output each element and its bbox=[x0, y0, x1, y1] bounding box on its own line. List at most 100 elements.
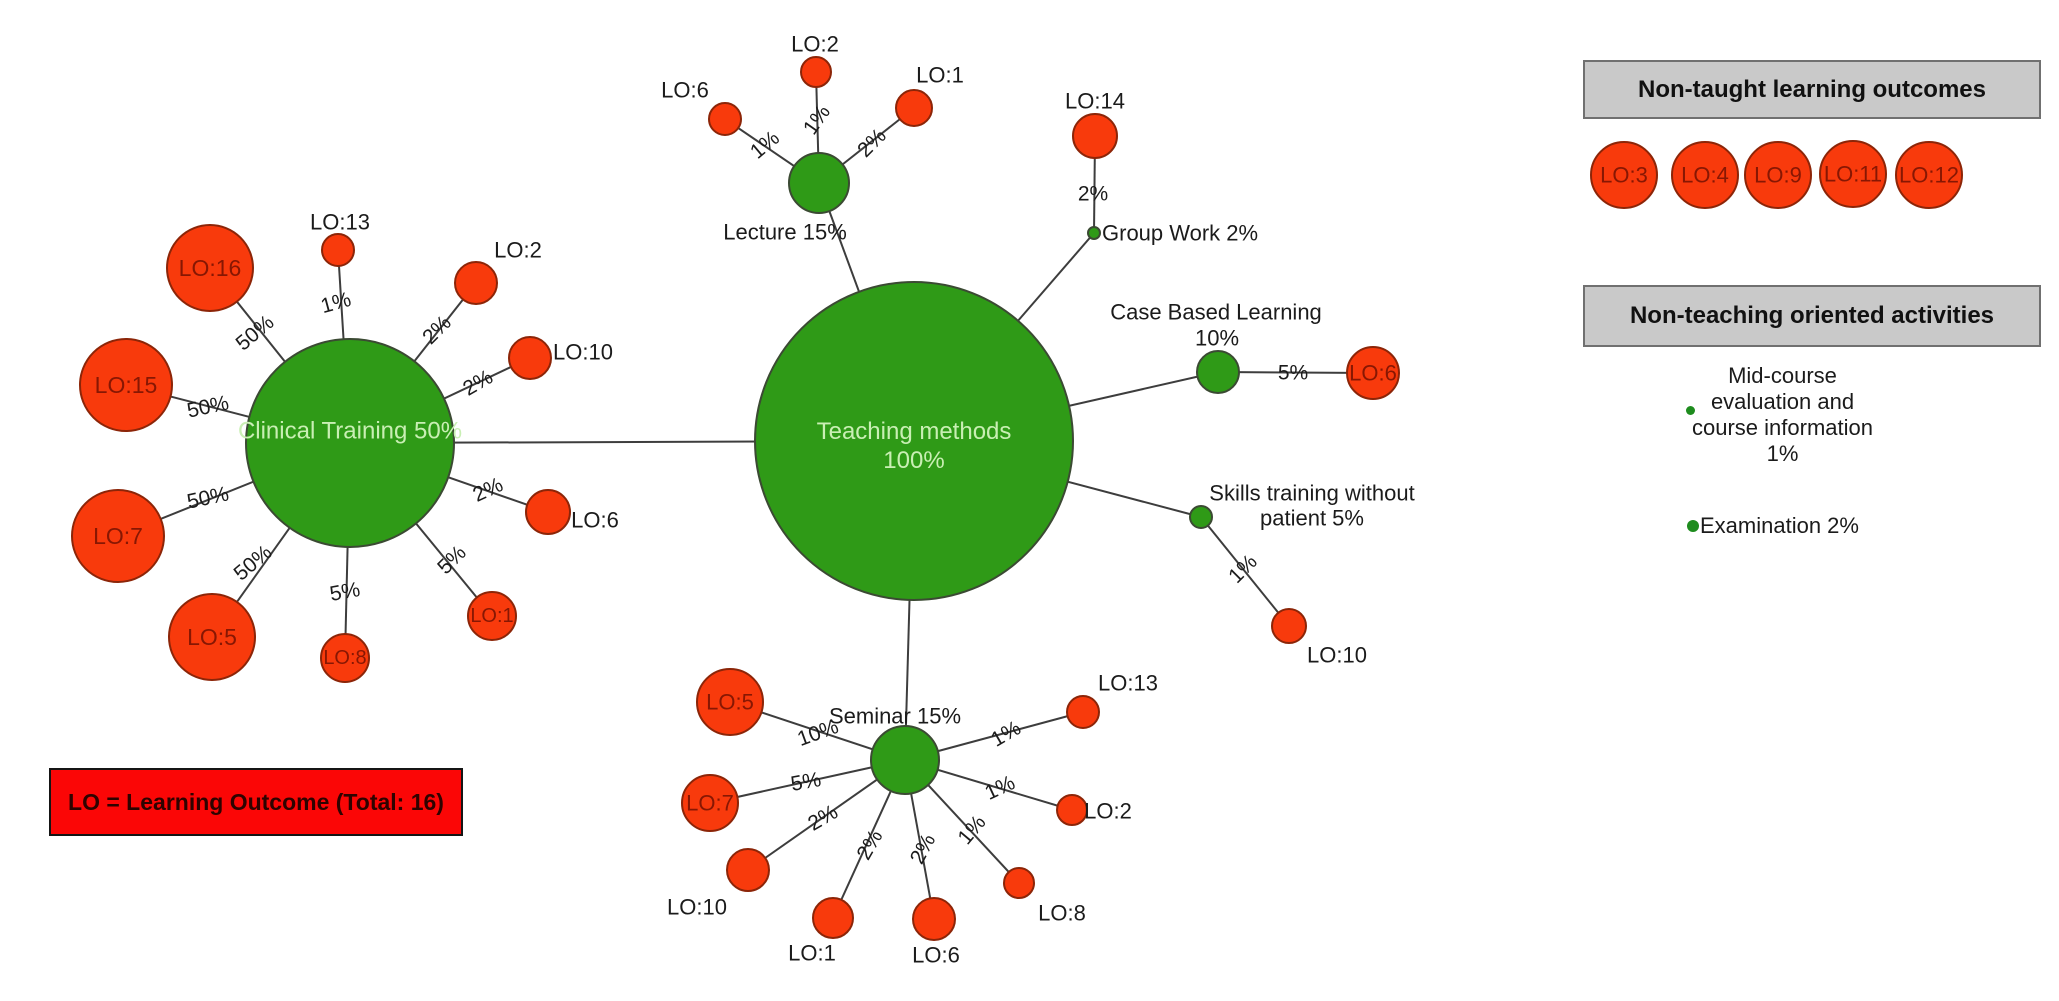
node-se5-label: LO:5 bbox=[706, 690, 754, 715]
legend-text: LO = Learning Outcome (Total: 16) bbox=[68, 788, 444, 815]
node-se6 bbox=[912, 897, 956, 941]
node-c13 bbox=[321, 233, 355, 267]
node-c5-label: LO:5 bbox=[187, 624, 237, 650]
node-p3-label: LO:3 bbox=[1600, 163, 1648, 188]
edge-label: 50% bbox=[185, 482, 231, 513]
node-p9 bbox=[1744, 141, 1812, 209]
node-p11 bbox=[1819, 140, 1887, 208]
node-se5 bbox=[696, 668, 764, 736]
node-c6 bbox=[525, 489, 571, 535]
node-se7-label: LO:7 bbox=[686, 791, 734, 816]
edge-label: 5% bbox=[1278, 362, 1308, 385]
node-p12-label: LO:12 bbox=[1899, 163, 1959, 188]
midcourse-line: 1% bbox=[1766, 441, 1799, 466]
label-lo2-clinical: LO:2 bbox=[494, 238, 542, 263]
node-c10 bbox=[508, 336, 552, 380]
edge-label: 1% bbox=[987, 716, 1025, 751]
node-clinical bbox=[245, 338, 455, 548]
midcourse-text: Mid-course evaluation and course informa… bbox=[1640, 363, 1925, 467]
node-c2 bbox=[454, 261, 498, 305]
edge-label: 5% bbox=[789, 768, 823, 796]
node-p12 bbox=[1895, 141, 1963, 209]
panel-non-teaching-header: Non-teaching oriented activities bbox=[1583, 285, 2041, 347]
node-s10 bbox=[1271, 608, 1307, 644]
node-teaching-label: Teaching methods bbox=[817, 418, 1012, 445]
node-lecture bbox=[788, 152, 850, 214]
edge-label: 2% bbox=[459, 365, 497, 400]
node-l6 bbox=[708, 102, 742, 136]
edge-label: 50% bbox=[185, 391, 231, 422]
edge-label: 5% bbox=[328, 578, 362, 606]
edge-label: 2% bbox=[852, 826, 887, 864]
node-c15-label: LO:15 bbox=[95, 372, 158, 398]
label-lo14: LO:14 bbox=[1065, 89, 1125, 114]
label-lo13-seminar: LO:13 bbox=[1098, 671, 1158, 696]
node-cb6 bbox=[1346, 346, 1400, 400]
label-skills-line1: Skills training without bbox=[1209, 481, 1414, 506]
examination-dot-icon bbox=[1687, 520, 1699, 532]
label-lo10-clinical: LO:10 bbox=[553, 340, 613, 365]
node-c8 bbox=[320, 633, 370, 683]
label-lo10-skills: LO:10 bbox=[1307, 643, 1367, 668]
label-case-based-pct: 10% bbox=[1195, 326, 1239, 351]
node-casebased bbox=[1196, 350, 1240, 394]
node-groupwork bbox=[1087, 226, 1101, 240]
label-lo13-clinical: LO:13 bbox=[310, 210, 370, 235]
node-c7-label: LO:7 bbox=[93, 523, 143, 549]
midcourse-dot-icon bbox=[1686, 406, 1695, 415]
label-lo2-seminar: LO:2 bbox=[1084, 799, 1132, 824]
node-se8 bbox=[1003, 867, 1035, 899]
label-lo8-seminar: LO:8 bbox=[1038, 901, 1086, 926]
edge-label: 10% bbox=[794, 715, 841, 751]
label-lecture: Lecture 15% bbox=[723, 220, 847, 245]
edge-label: 2% bbox=[1078, 183, 1108, 206]
node-l1 bbox=[895, 89, 933, 127]
label-lo6-seminar: LO:6 bbox=[912, 943, 960, 968]
label-lo6-lecture: LO:6 bbox=[661, 78, 709, 103]
label-lo2-lecture: LO:2 bbox=[791, 32, 839, 57]
node-se2 bbox=[1056, 794, 1088, 826]
edge-label: 1% bbox=[318, 288, 353, 318]
edge-label: 50% bbox=[232, 311, 279, 356]
label-case-based: Case Based Learning bbox=[1110, 300, 1322, 325]
examination-label: Examination 2% bbox=[1700, 513, 1859, 538]
edge-label: 2% bbox=[804, 800, 842, 835]
panel-non-taught-title: Non-taught learning outcomes bbox=[1638, 75, 1986, 103]
node-c7 bbox=[71, 489, 165, 583]
label-lo10-seminar: LO:10 bbox=[667, 895, 727, 920]
node-seminar bbox=[870, 725, 940, 795]
midcourse-line: evaluation and bbox=[1710, 389, 1855, 414]
examination-row: Examination 2% bbox=[1687, 513, 1859, 539]
edge-label: 5% bbox=[433, 541, 471, 579]
node-p4 bbox=[1671, 141, 1739, 209]
node-l2 bbox=[800, 56, 832, 88]
label-lo1-seminar: LO:1 bbox=[788, 941, 836, 966]
node-se7 bbox=[681, 774, 739, 832]
node-c8-label: LO:8 bbox=[323, 647, 366, 669]
node-c16 bbox=[166, 224, 254, 312]
label-lo1-lecture: LO:1 bbox=[916, 63, 964, 88]
node-c5 bbox=[168, 593, 256, 681]
midcourse-line: Mid-course bbox=[1728, 363, 1837, 388]
edge-skills-s10 bbox=[1200, 516, 1290, 627]
node-se1 bbox=[812, 897, 854, 939]
node-c16-label: LO:16 bbox=[179, 255, 242, 281]
edge-label: 2% bbox=[469, 473, 506, 507]
node-p4-label: LO:4 bbox=[1681, 163, 1729, 188]
midcourse-line: course information bbox=[1692, 415, 1873, 440]
node-se13 bbox=[1066, 695, 1100, 729]
panel-non-teaching-title: Non-teaching oriented activities bbox=[1629, 302, 1995, 329]
panel-non-taught-header: Non-taught learning outcomes bbox=[1583, 60, 2041, 119]
edge-label: 2% bbox=[906, 830, 941, 868]
label-group-work: Group Work 2% bbox=[1102, 221, 1258, 246]
edge-label: 1% bbox=[746, 126, 784, 163]
node-c15 bbox=[79, 338, 173, 432]
node-g14 bbox=[1072, 113, 1118, 159]
node-p11-label: LO:11 bbox=[1824, 162, 1882, 187]
node-p3 bbox=[1590, 141, 1658, 209]
node-clinical-label: Clinical Training 50% bbox=[238, 418, 462, 445]
edge-label: 1% bbox=[1224, 550, 1262, 588]
legend-box: LO = Learning Outcome (Total: 16) bbox=[49, 768, 463, 836]
